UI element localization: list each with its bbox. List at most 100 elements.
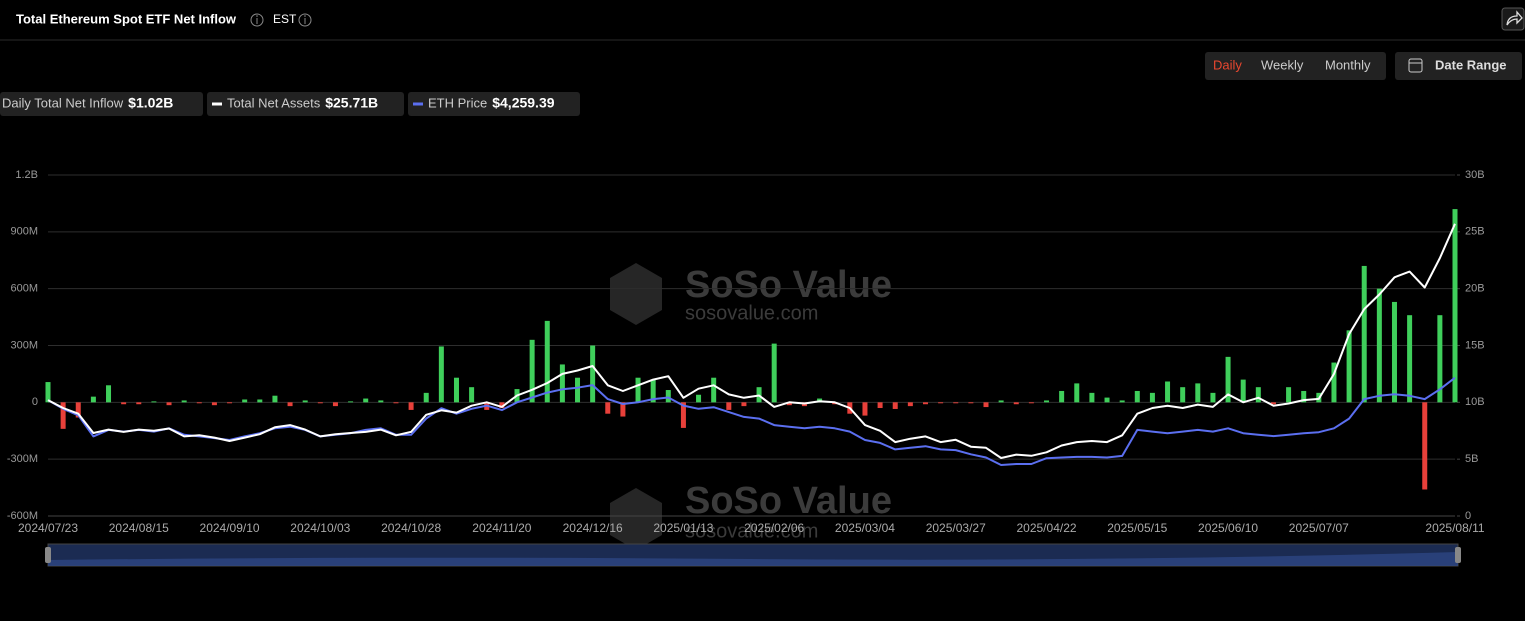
bar [1089, 392, 1095, 403]
bar [1149, 392, 1155, 403]
bar [348, 401, 354, 403]
bar [1104, 397, 1110, 403]
bar [438, 346, 444, 403]
bar [302, 400, 308, 403]
period-button[interactable]: Monthly [1325, 57, 1371, 72]
share-button[interactable] [1501, 7, 1525, 31]
bar [529, 339, 535, 403]
y-tick-label: -300M [7, 453, 38, 465]
bar [665, 390, 671, 403]
bar [726, 402, 732, 410]
bar [317, 402, 323, 404]
x-tick-label: 2025/03/04 [835, 521, 895, 535]
bar [453, 377, 459, 403]
y-tick-label: 1.2B [15, 169, 38, 181]
bar [605, 402, 611, 414]
legend-label[interactable]: ETH Price [428, 95, 487, 110]
x-tick-label: 2024/07/23 [18, 521, 78, 535]
bar [121, 402, 127, 405]
line [47, 376, 1456, 466]
bar [1391, 301, 1397, 403]
info-icon[interactable] [250, 13, 264, 27]
bar [877, 402, 883, 409]
bar [1452, 209, 1458, 403]
bar [1134, 390, 1140, 403]
bar [1270, 402, 1276, 405]
x-tick-label: 2024/12/16 [563, 521, 623, 535]
bar [1013, 402, 1019, 405]
info-icon[interactable] [298, 13, 312, 27]
bar [90, 396, 96, 403]
bar [1225, 356, 1231, 403]
bar [786, 402, 792, 406]
x-tick-label: 2025/02/06 [744, 521, 804, 535]
bar [166, 402, 172, 406]
bar [696, 394, 702, 403]
bar [1422, 402, 1428, 490]
legend-pill[interactable] [207, 92, 404, 116]
bar [968, 402, 974, 404]
bar [544, 320, 550, 403]
legend-pill[interactable] [408, 92, 580, 116]
legend-pill[interactable] [0, 92, 203, 116]
bar [1210, 392, 1216, 403]
legend-value[interactable]: $25.71B [325, 95, 378, 111]
bar [1059, 390, 1065, 403]
date-range-button[interactable]: Date Range [1395, 52, 1522, 80]
bar [75, 402, 81, 418]
navigator[interactable] [45, 543, 1461, 567]
bar [1301, 390, 1307, 403]
bar [998, 400, 1004, 403]
bar [590, 345, 596, 403]
bar [938, 402, 944, 404]
x-tick-label: 2025/01/13 [653, 521, 713, 535]
y-tick-label: -600M [7, 510, 38, 522]
bar [1119, 400, 1125, 403]
x-tick-label: 2025/08/11 [1425, 521, 1484, 535]
bar [907, 402, 913, 407]
legend-label[interactable]: Total Net Assets [227, 95, 321, 110]
watermark-site: sosovalue.com [685, 302, 818, 324]
bar [1240, 379, 1246, 403]
bar [1195, 383, 1201, 403]
legend-label[interactable]: Daily Total Net Inflow [2, 95, 124, 110]
bar [1074, 383, 1080, 403]
bar [181, 400, 187, 403]
y2-tick-label: 5B [1465, 453, 1478, 465]
bar [1286, 387, 1292, 403]
bar [469, 387, 475, 403]
y2-tick-label: 30B [1465, 169, 1485, 181]
timezone[interactable]: EST [273, 12, 297, 26]
bar [1346, 330, 1352, 403]
period-button[interactable]: Weekly [1261, 57, 1304, 72]
bar [559, 364, 565, 403]
bar [363, 398, 369, 403]
legend-value[interactable]: $4,259.39 [492, 95, 554, 111]
x-tick-label: 2024/11/20 [472, 521, 531, 535]
bar [1437, 315, 1443, 403]
y-tick-label: 300M [10, 339, 38, 351]
watermark-brand: SoSo Value [685, 264, 892, 306]
bar [711, 377, 717, 403]
bar [1361, 265, 1367, 403]
legend-value[interactable]: $1.02B [128, 95, 173, 111]
bar [1376, 288, 1382, 403]
bar [771, 343, 777, 403]
bar [620, 402, 626, 417]
x-tick-label: 2025/04/22 [1016, 521, 1076, 535]
date-range-label[interactable]: Date Range [1435, 57, 1507, 72]
bar [227, 402, 233, 404]
bar [953, 402, 959, 404]
bar [741, 402, 747, 407]
bar [196, 402, 202, 404]
bar [1180, 387, 1186, 403]
period-group [1205, 52, 1386, 80]
bar [1407, 315, 1413, 403]
y2-tick-label: 25B [1465, 226, 1485, 238]
bar [680, 402, 686, 428]
bar [242, 399, 248, 403]
x-tick-label: 2025/03/27 [926, 521, 986, 535]
period-button[interactable]: Daily [1213, 57, 1242, 72]
bar [378, 400, 384, 403]
